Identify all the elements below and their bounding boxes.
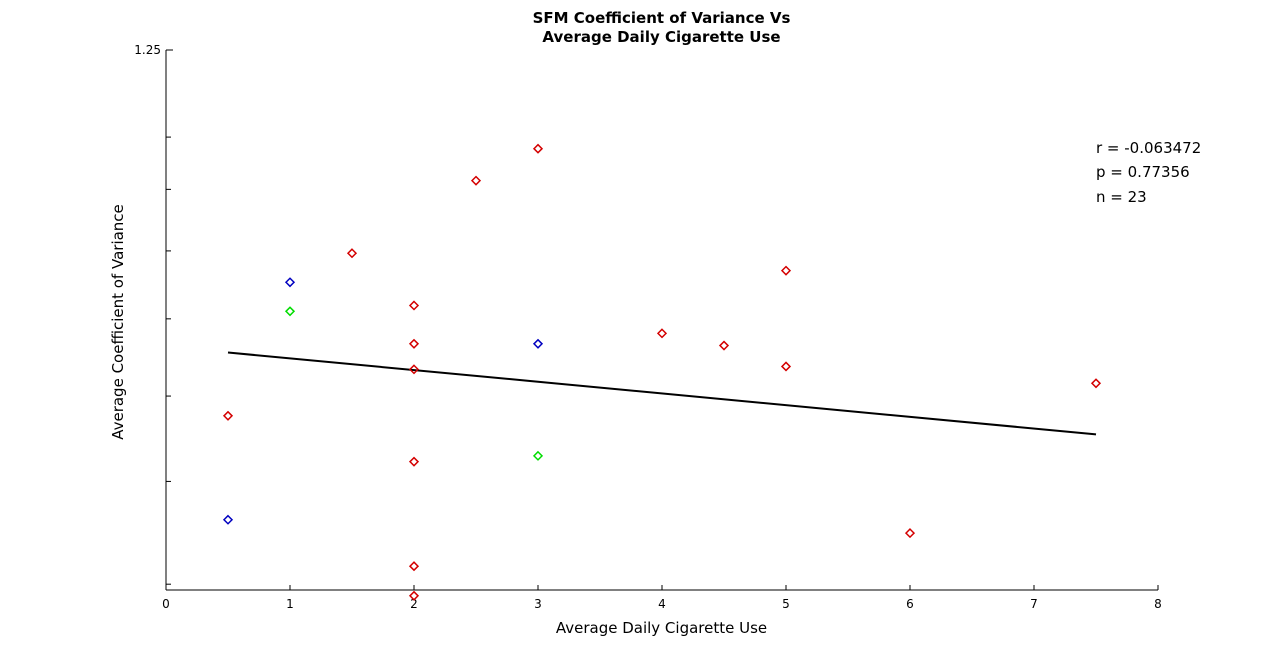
data-point-series-1: [408, 364, 420, 375]
data-point-series-1: [780, 265, 792, 276]
data-point-series-1: [408, 338, 420, 349]
data-point-series-2: [284, 277, 296, 288]
y-tick-label: 1.25: [134, 43, 161, 57]
stat-p-value: p = 0.77356: [1096, 163, 1190, 181]
axes: 0 1 2 3 4 5 6 7 8 1.25: [134, 43, 1162, 611]
data-points: [222, 143, 1102, 601]
regression-line: [227, 351, 1097, 436]
data-point-series-1: [408, 456, 420, 467]
x-tick-label: 7: [1030, 597, 1038, 611]
stat-n-count: n = 23: [1096, 188, 1147, 206]
fit-line-group: [227, 351, 1097, 436]
data-point-series-1: [532, 143, 544, 154]
data-point-series-1: [1090, 378, 1102, 389]
data-point-series-1: [470, 175, 482, 186]
x-tick-label: 2: [410, 597, 418, 611]
x-tick-label: 3: [534, 597, 542, 611]
data-point-series-1: [718, 340, 730, 351]
data-point-series-1: [656, 328, 668, 339]
x-tick-label: 8: [1154, 597, 1162, 611]
x-tick-label: 6: [906, 597, 914, 611]
stat-r-value: r = -0.063472: [1096, 139, 1202, 157]
data-point-series-1: [346, 248, 358, 259]
data-point-series-3: [284, 306, 296, 317]
x-tick-label: 4: [658, 597, 666, 611]
x-axis-label: Average Daily Cigarette Use: [555, 619, 768, 637]
data-point-series-1: [408, 561, 420, 572]
x-tick-label: 0: [162, 597, 170, 611]
data-point-series-1: [222, 410, 234, 421]
data-point-series-3: [532, 450, 544, 461]
data-point-series-1: [780, 361, 792, 372]
x-tick-label: 1: [286, 597, 294, 611]
data-point-series-1: [904, 528, 916, 539]
data-point-series-2: [222, 514, 234, 525]
chart-title-line-1: SFM Coefficient of Variance Vs: [532, 9, 791, 27]
x-tick-label: 5: [782, 597, 790, 611]
chart-title-line-2: Average Daily Cigarette Use: [542, 28, 781, 46]
data-point-series-1: [408, 300, 420, 311]
data-point-series-2: [532, 338, 544, 349]
data-point-series-1: [408, 590, 420, 601]
y-axis-label: Average Coefficient of Variance: [109, 204, 127, 440]
